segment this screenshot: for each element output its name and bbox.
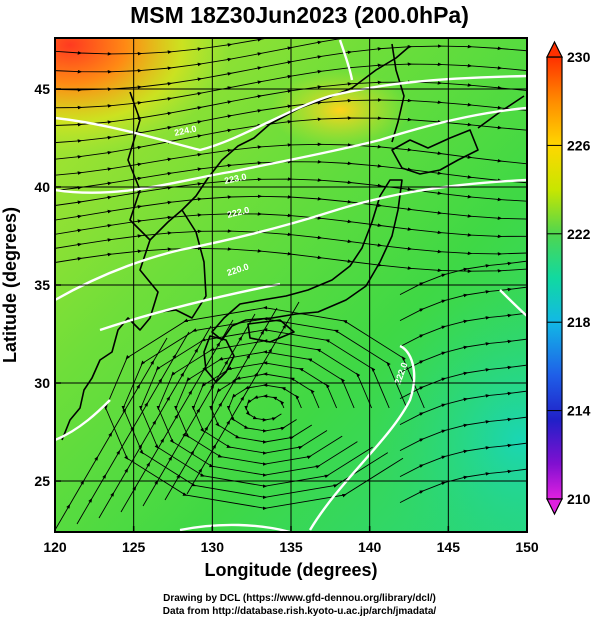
colorbar-tick-label: 210 xyxy=(567,491,591,507)
lat-lon-grid xyxy=(55,38,527,532)
streamline xyxy=(186,301,300,495)
x-tick-label: 150 xyxy=(515,539,539,555)
streamline xyxy=(399,390,527,426)
x-tick-label: 140 xyxy=(358,539,382,555)
contour-220a xyxy=(99,282,281,332)
contour-222b xyxy=(308,344,416,531)
x-tick-label: 130 xyxy=(201,539,225,555)
colorbar-tick-label: 226 xyxy=(567,137,591,153)
streamline xyxy=(399,416,527,452)
y-axis-ticks: 25 30 35 40 45 xyxy=(34,81,61,489)
y-axis-title: Latitude (degrees) xyxy=(0,207,20,363)
wind-streamlines xyxy=(55,38,527,531)
streamline xyxy=(399,312,527,348)
contour-label: 223.0 xyxy=(223,171,247,185)
colorbar-tick-label: 214 xyxy=(567,403,591,419)
streamline xyxy=(399,286,527,322)
streamline xyxy=(399,338,527,374)
y-tick-label: 45 xyxy=(34,81,50,97)
footer-credits: Drawing by DCL (https://www.gfd-dennou.o… xyxy=(0,592,599,618)
contour-220b xyxy=(55,399,111,442)
colorbar: 230 226 222 218 214 210 xyxy=(546,40,591,516)
contour-223 xyxy=(55,106,527,194)
colorbar-body xyxy=(546,56,563,500)
x-tick-label: 135 xyxy=(279,539,303,555)
streamline xyxy=(399,442,527,478)
x-axis-title: Longitude (degrees) xyxy=(204,560,377,580)
contour-222a xyxy=(55,178,527,302)
coast-hokkaido xyxy=(391,129,479,175)
colorbar-bottom-triangle xyxy=(546,498,563,516)
footer-drawing-credit: Drawing by DCL (https://www.gfd-dennou.o… xyxy=(163,593,436,604)
colorbar-tick-label: 222 xyxy=(567,226,591,242)
y-tick-label: 30 xyxy=(34,375,50,391)
colorbar-ticks: 230 226 222 218 214 210 xyxy=(547,49,591,507)
colorbar-top-triangle xyxy=(546,40,563,58)
streamline xyxy=(399,260,527,296)
streamline xyxy=(399,364,527,400)
x-tick-label: 125 xyxy=(122,539,146,555)
coast-sakhalin xyxy=(391,43,405,143)
streamline xyxy=(399,468,527,504)
coast-shikoku xyxy=(247,319,295,343)
footer-data-credit: Data from http://database.rish.kyoto-u.a… xyxy=(162,606,437,617)
contour-east xyxy=(499,289,527,317)
x-tick-label: 145 xyxy=(437,539,461,555)
y-tick-label: 40 xyxy=(34,179,50,195)
x-tick-label: 120 xyxy=(43,539,67,555)
contour-lines xyxy=(55,39,527,532)
colorbar-tick-label: 230 xyxy=(567,49,591,65)
contour-224 xyxy=(55,74,527,152)
chart-title: MSM 18Z30Jun2023 (200.0hPa) xyxy=(130,2,469,28)
coast-korea-north xyxy=(181,123,271,211)
contour-top xyxy=(338,39,354,81)
contour-bottom xyxy=(179,523,291,532)
y-tick-label: 35 xyxy=(34,277,50,293)
coast-kyushu xyxy=(203,335,235,383)
y-tick-label: 25 xyxy=(34,473,50,489)
coast-korea-east xyxy=(149,209,207,319)
colorbar-tick-label: 218 xyxy=(567,314,591,330)
contour-label: 224.0 xyxy=(173,123,197,137)
x-axis-ticks: 120 125 130 135 140 145 150 xyxy=(43,526,539,555)
